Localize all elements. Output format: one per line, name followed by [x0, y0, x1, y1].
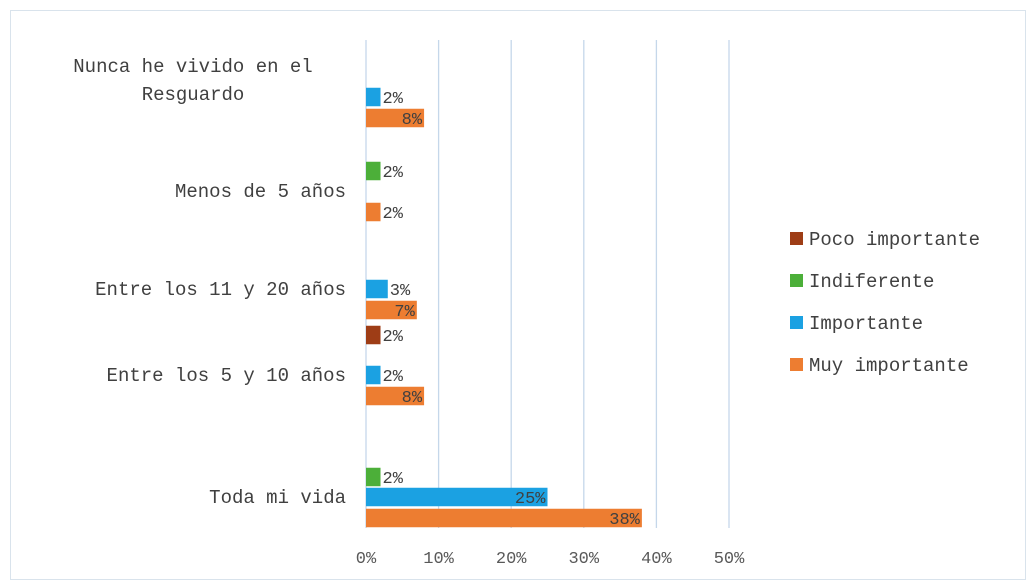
category-label: Toda mi vida: [209, 487, 346, 509]
x-tick-label: 40%: [641, 550, 672, 569]
legend-swatch: [790, 232, 803, 245]
x-tick-label: 20%: [496, 550, 527, 569]
bar-muy-importante: [366, 508, 642, 528]
bar-importante: [366, 365, 381, 385]
legend: Poco importante Indiferente Importante Muy …: [790, 229, 980, 377]
data-label: 2%: [383, 328, 404, 347]
legend-label: Indiferente: [809, 271, 934, 293]
bar-muy-importante: [366, 202, 381, 222]
chart-frame: [10, 10, 1026, 580]
bar-indiferente: [366, 161, 381, 181]
x-tick-label: 10%: [423, 550, 454, 569]
data-label: 2%: [383, 205, 404, 224]
data-label: 8%: [402, 111, 423, 130]
category-label: Entre los 11 y 20 años: [95, 279, 346, 301]
category-label: Entre los 5 y 10 años: [107, 365, 346, 387]
bar-importante: [366, 87, 381, 107]
data-label: 2%: [383, 368, 404, 387]
category-label: Menos de 5 años: [175, 181, 346, 203]
x-tick-label: 30%: [568, 550, 599, 569]
labels: 0% 10% 20% 30% 40% 50% Toda mi vida Entre los 5…: [73, 56, 745, 569]
bars: [366, 87, 642, 528]
legend-label: Importante: [809, 313, 923, 335]
bar-muy-importante: [366, 108, 425, 128]
data-label: 2%: [383, 164, 404, 183]
legend-label: Poco importante: [809, 229, 980, 251]
legend-swatch: [790, 316, 803, 329]
bar-importante: [366, 279, 388, 299]
bar-muy-importante: [366, 386, 425, 406]
data-label: 2%: [383, 470, 404, 489]
data-label: 7%: [394, 303, 415, 322]
bar-poco-importante: [366, 325, 381, 345]
data-label: 25%: [515, 490, 546, 509]
legend-label: Muy importante: [809, 355, 969, 377]
bar-importante: [366, 487, 548, 507]
x-tick-label: 0%: [356, 550, 377, 569]
legend-swatch: [790, 358, 803, 371]
data-label: 38%: [609, 511, 640, 530]
category-label: Nunca he vivido en el: [73, 56, 312, 78]
bar-muy-importante: [366, 300, 417, 320]
x-tick-label: 50%: [714, 550, 745, 569]
data-label: 3%: [390, 282, 411, 301]
legend-swatch: [790, 274, 803, 287]
bar-indiferente: [366, 467, 381, 487]
data-label: 8%: [402, 389, 423, 408]
category-label: Resguardo: [142, 84, 245, 106]
data-label: 2%: [383, 90, 404, 109]
